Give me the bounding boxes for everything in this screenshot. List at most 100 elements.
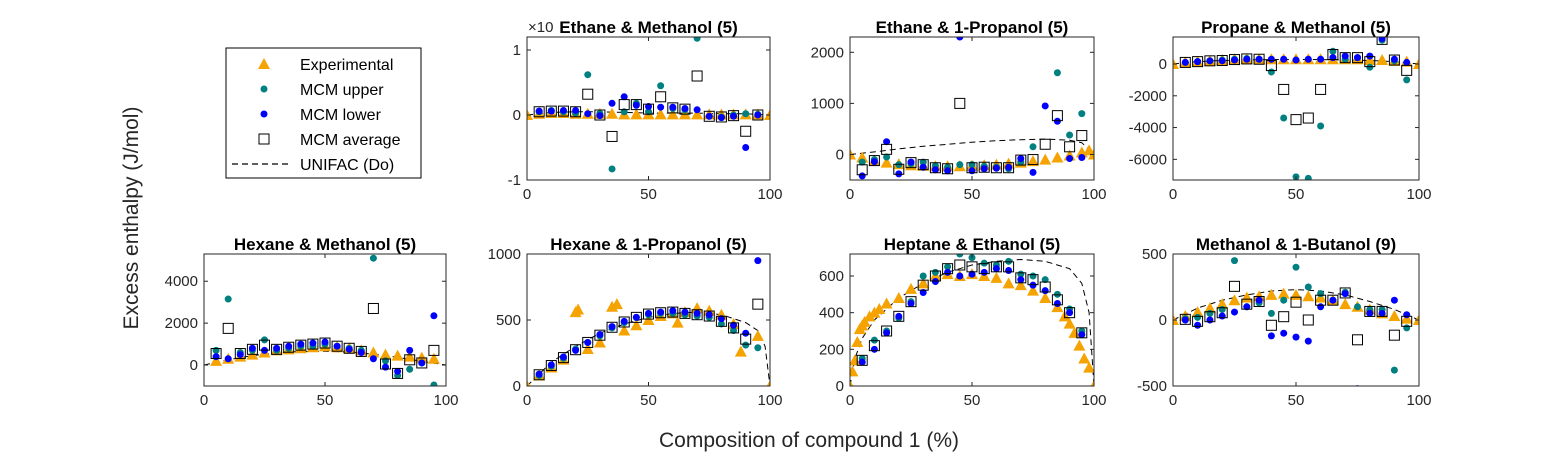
experimental-point xyxy=(210,354,223,366)
mcm-lower-point xyxy=(535,370,543,378)
legend-entry-mcm-upper: MCM upper xyxy=(260,82,384,99)
mcm-upper-point xyxy=(1304,174,1312,180)
mcm-average-point xyxy=(618,316,630,328)
mcm-average-point xyxy=(1388,54,1400,66)
experimental-point xyxy=(618,324,631,336)
mcm-lower-point xyxy=(907,158,915,166)
mcm-average-point xyxy=(545,360,557,372)
mcm-lower-point xyxy=(657,308,665,316)
mcm-lower-point xyxy=(547,361,555,369)
mcm-lower-point xyxy=(1181,58,1189,66)
mcm-average-point xyxy=(868,155,880,167)
mcm-average-point xyxy=(1076,130,1088,142)
mcm-upper-point xyxy=(730,327,738,335)
mcm-lower-point xyxy=(1403,311,1411,319)
mcm-average-point xyxy=(1229,54,1240,66)
mcm-average-point xyxy=(1216,55,1228,67)
mcm-lower-point xyxy=(693,106,701,114)
mcm-average-point xyxy=(331,340,343,352)
y-tick-label: -4000 xyxy=(1129,120,1167,137)
axes-background xyxy=(204,254,446,386)
mcm-average-point xyxy=(929,162,941,174)
mcm-lower-point xyxy=(1267,332,1275,340)
axes-background xyxy=(850,37,1094,180)
mcm-lower-point xyxy=(1206,316,1214,324)
experimental-point xyxy=(691,302,704,314)
mcm-lower-point xyxy=(657,103,665,111)
mcm-average-point xyxy=(703,310,715,322)
experimental-point xyxy=(1083,361,1094,373)
experimental-point xyxy=(1216,298,1229,310)
mcm-lower-point xyxy=(608,99,616,107)
mcm-lower-point xyxy=(1390,55,1398,63)
mcm-average-point xyxy=(343,342,355,354)
x-tick-label: 100 xyxy=(433,392,458,409)
mcm-upper-point xyxy=(693,37,701,42)
mcm-average-point xyxy=(954,97,966,109)
mcm-upper-point xyxy=(1267,68,1275,76)
mcm-lower-point xyxy=(596,331,604,339)
y-tick-label: -500 xyxy=(1137,378,1167,395)
figure-xlabel: Composition of compound 1 (%) xyxy=(659,429,959,452)
mcm-average-point xyxy=(1327,48,1339,60)
mcm-lower-point xyxy=(956,37,964,41)
experimental-point xyxy=(654,108,667,120)
mcm-average-point xyxy=(667,306,679,318)
mcm-average-point xyxy=(533,106,545,118)
mcm-average-point xyxy=(1076,327,1088,339)
mcm-average-point xyxy=(533,369,545,381)
mcm-average-point xyxy=(942,163,954,175)
mcm-average-point xyxy=(679,307,691,319)
subplot-title: Ethane & Methanol (5) xyxy=(559,18,738,37)
mcm-lower-point xyxy=(1292,56,1300,64)
experimental-point xyxy=(1191,306,1204,318)
mcm-upper-point xyxy=(1029,143,1037,151)
mcm-lower-point xyxy=(535,107,543,115)
mcm-lower-point xyxy=(1366,309,1374,317)
y-tick-label: -1 xyxy=(508,172,521,189)
legend-label: MCM upper xyxy=(300,82,384,99)
mcm-average-point xyxy=(905,157,917,169)
mcm-lower-point xyxy=(870,158,878,166)
experimental-point xyxy=(1265,288,1278,300)
mcm-average-point xyxy=(655,307,667,319)
experimental-point xyxy=(766,380,770,386)
mcm-average-point xyxy=(1265,319,1277,331)
y-tick-label: 0 xyxy=(513,107,521,124)
mcm-lower-point xyxy=(980,268,988,276)
mcm-average-point xyxy=(1064,141,1076,153)
experimental-point xyxy=(1063,317,1076,329)
figure-ylabel: Excess enthalpy (J/mol) xyxy=(120,107,143,330)
mcm-upper-point xyxy=(919,158,927,166)
mcm-upper-point xyxy=(1329,47,1337,55)
experimental-point xyxy=(1376,54,1389,66)
mcm-upper-point xyxy=(717,320,725,328)
mcm-average-point xyxy=(570,106,582,118)
mcm-lower-point xyxy=(1005,163,1013,171)
x-tick-label: 100 xyxy=(1406,186,1431,203)
experimental-point xyxy=(1051,151,1064,163)
mcm-lower-point xyxy=(1194,58,1202,66)
mcm-upper-point xyxy=(754,344,762,352)
mcm-lower-point xyxy=(944,268,952,276)
experimental-point xyxy=(880,297,893,309)
mcm-average-point xyxy=(990,261,1002,273)
x-tick-label: 50 xyxy=(317,392,334,409)
mcm-average-point xyxy=(905,296,917,308)
subplot-1: 0 50 100-101×10 Ethane & Methanol (5) xyxy=(508,18,783,203)
x-tick-label: 50 xyxy=(1288,392,1305,409)
mcm-lower-point xyxy=(992,164,1000,172)
experimental-point xyxy=(367,346,380,358)
mcm-upper-point xyxy=(1280,296,1288,304)
legend: Experimental MCM upper MCM lower MCM ave… xyxy=(225,47,422,179)
unifac-line xyxy=(1173,289,1419,321)
y-tick-label: -2000 xyxy=(1129,88,1167,105)
mcm-lower-point xyxy=(858,172,866,180)
mcm-upper-point xyxy=(1194,313,1202,321)
mcm-average-point xyxy=(416,357,428,369)
experimental-point xyxy=(850,380,854,386)
mcm-average-point xyxy=(728,110,740,122)
experimental-point xyxy=(666,108,679,120)
mcm-lower-point xyxy=(742,144,750,151)
mcm-average-point xyxy=(295,339,307,351)
